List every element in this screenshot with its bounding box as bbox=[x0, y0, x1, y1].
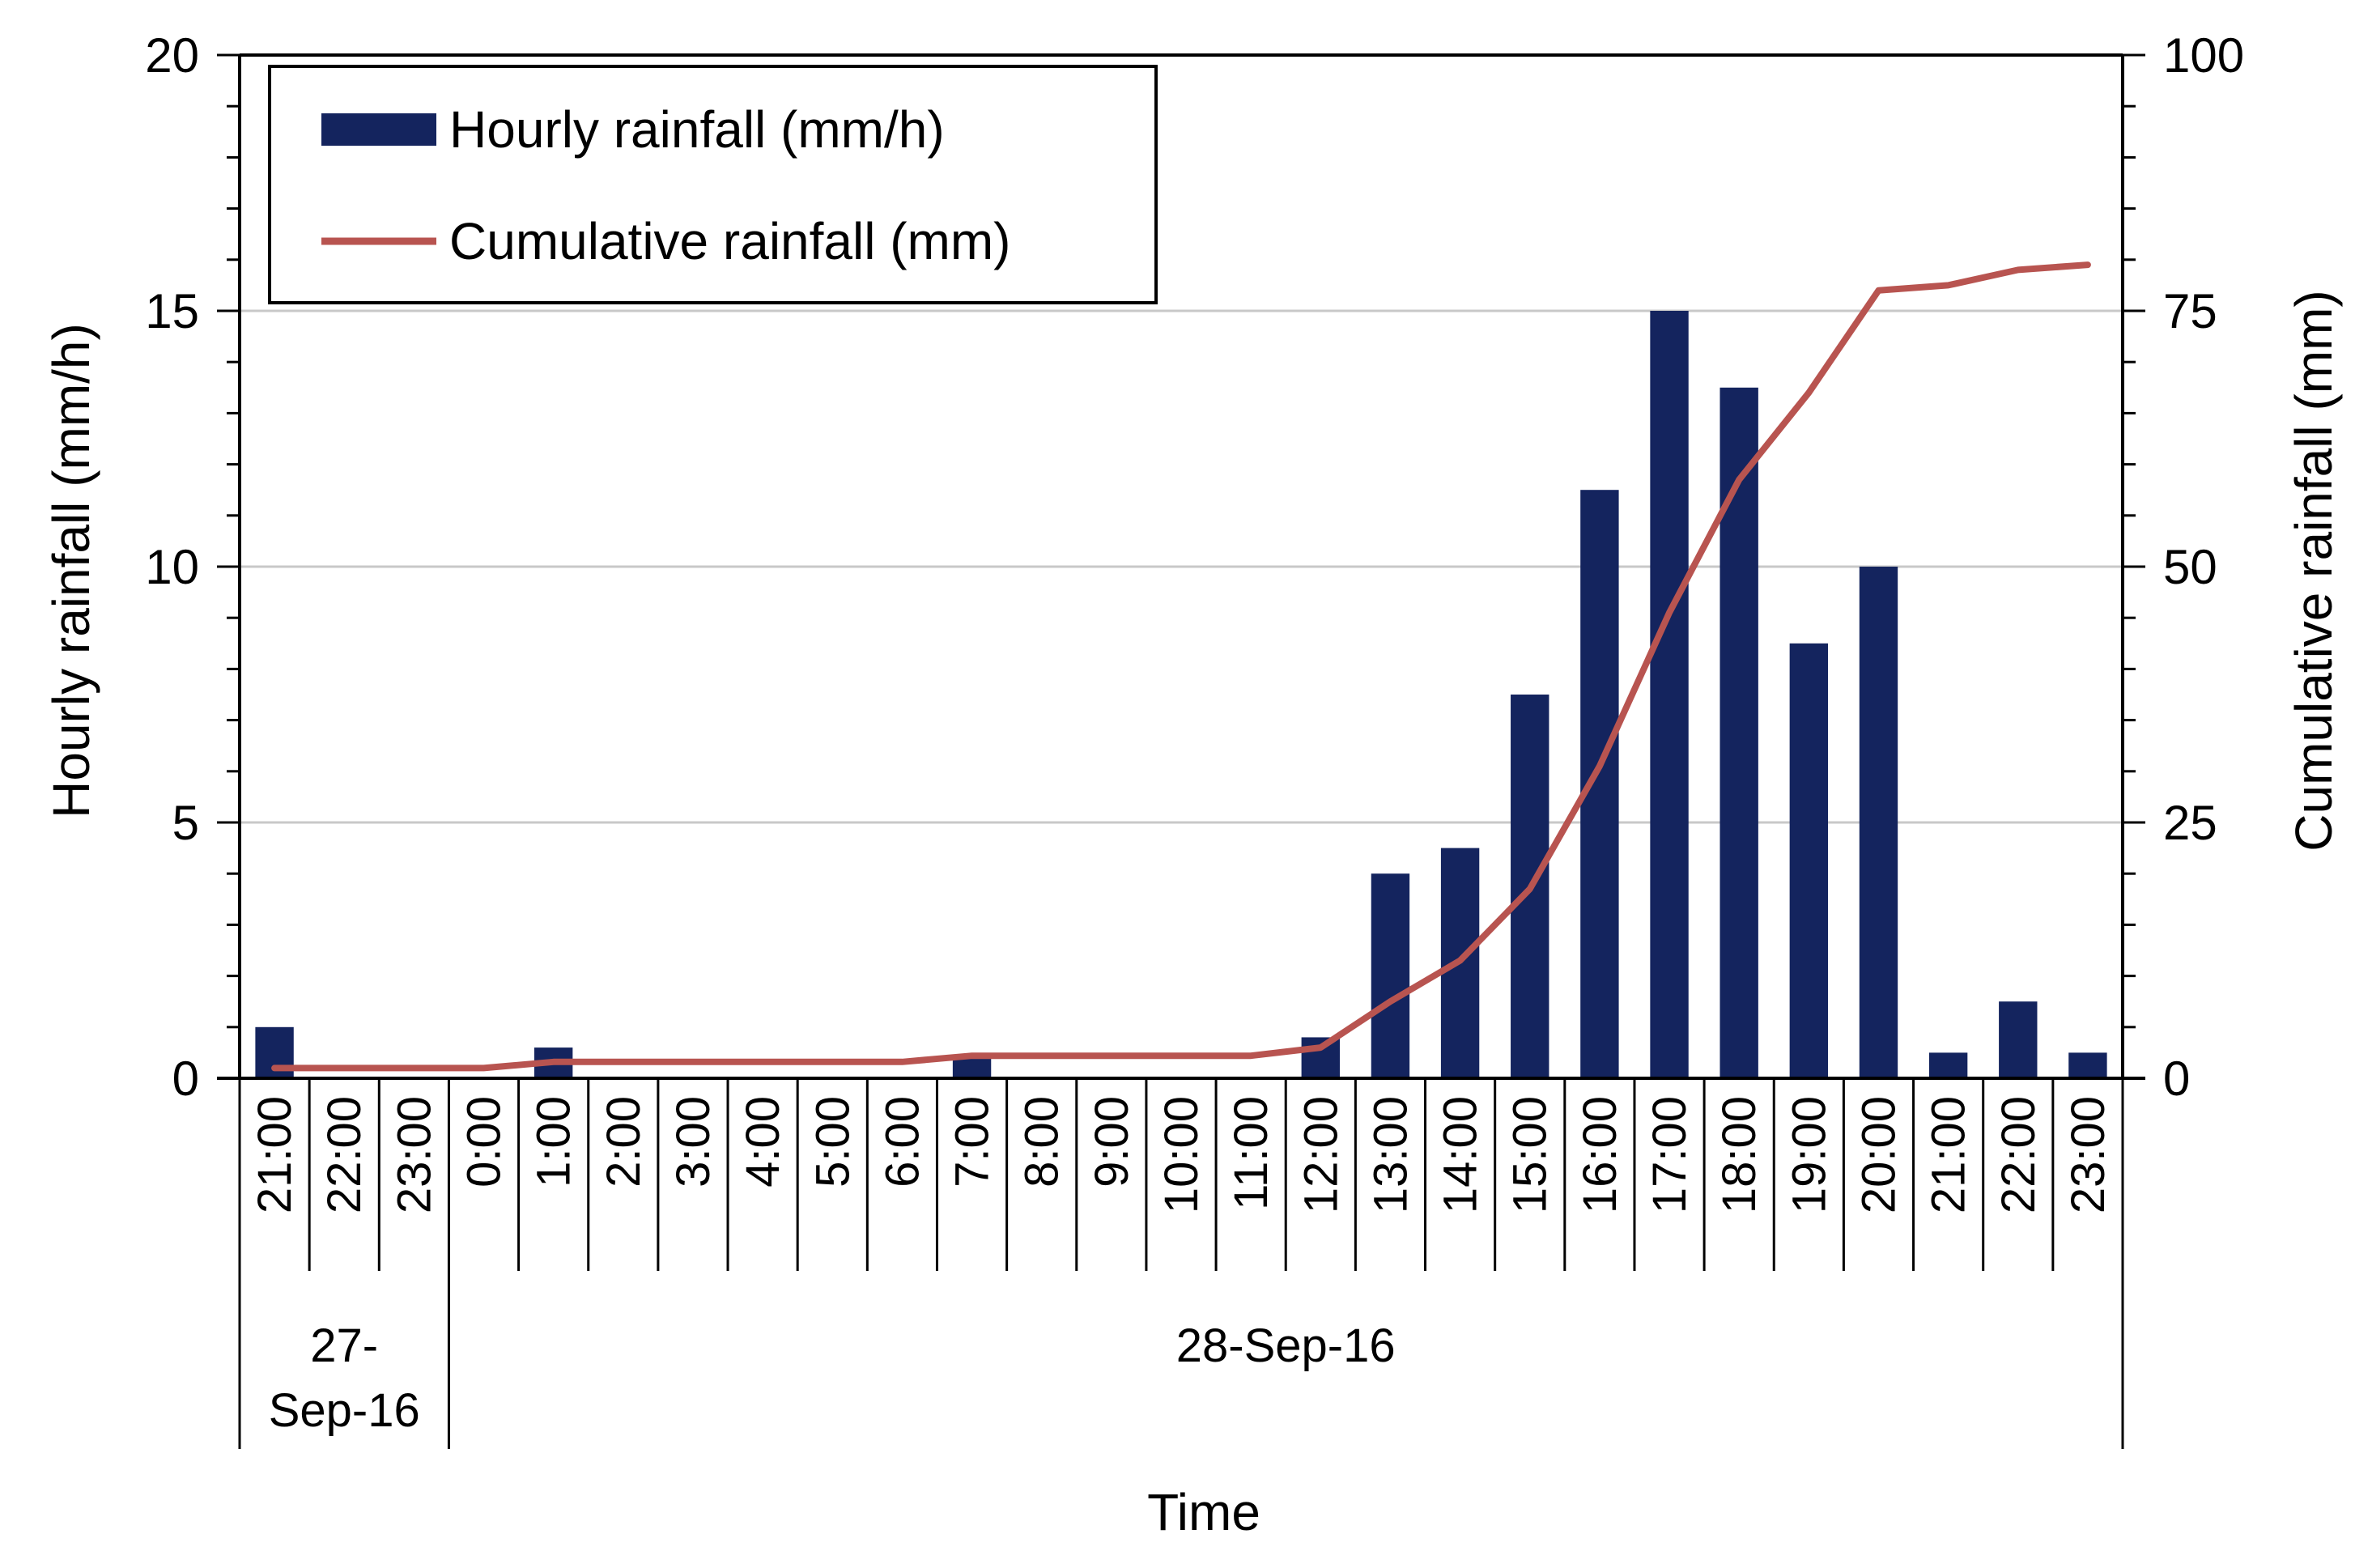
date-group-label: 27- bbox=[310, 1319, 378, 1372]
category-label: 22:00 bbox=[1992, 1096, 2045, 1213]
category-label: 3:00 bbox=[667, 1096, 720, 1188]
category-label: 23:00 bbox=[388, 1096, 440, 1213]
category-label: 6:00 bbox=[876, 1096, 929, 1188]
bar-20 bbox=[1650, 311, 1689, 1078]
bar-16 bbox=[1371, 873, 1410, 1078]
x-axis-title: Time bbox=[1147, 1483, 1260, 1541]
left-tick-label: 5 bbox=[172, 796, 199, 850]
bar-26 bbox=[2068, 1052, 2107, 1078]
axes: 0 5 10 15 20 0 25 50 75 100 bbox=[145, 28, 2244, 1106]
category-label: 16:00 bbox=[1574, 1096, 1626, 1213]
category-label: 13:00 bbox=[1364, 1096, 1417, 1213]
category-label: 14:00 bbox=[1435, 1096, 1487, 1213]
category-label: 4:00 bbox=[737, 1096, 789, 1188]
bar-23 bbox=[1859, 567, 1898, 1078]
bar-15 bbox=[1301, 1037, 1340, 1078]
category-label: 18:00 bbox=[1713, 1096, 1766, 1213]
date-group-label: 28-Sep-16 bbox=[1176, 1319, 1396, 1372]
category-label: 20:00 bbox=[1853, 1096, 1906, 1213]
legend-bar-label: Hourly rainfall (mm/h) bbox=[449, 100, 945, 159]
legend-line-label: Cumulative rainfall (mm) bbox=[449, 212, 1010, 270]
category-label: 0:00 bbox=[458, 1096, 511, 1188]
category-label: 12:00 bbox=[1294, 1096, 1347, 1213]
date-group-label-line2: Sep-16 bbox=[269, 1384, 420, 1437]
left-y-axis-title: Hourly rainfall (mm/h) bbox=[42, 323, 100, 818]
bar-10 bbox=[952, 1057, 992, 1078]
category-label: 8:00 bbox=[1016, 1096, 1069, 1188]
bar-22 bbox=[1789, 643, 1829, 1078]
category-label: 21:00 bbox=[249, 1096, 301, 1213]
category-label: 22:00 bbox=[318, 1096, 371, 1213]
cumulative-line bbox=[271, 261, 2091, 1072]
left-tick-label: 20 bbox=[145, 28, 199, 83]
left-tick-label: 15 bbox=[145, 284, 199, 338]
right-tick-label: 75 bbox=[2163, 284, 2217, 338]
category-label: 23:00 bbox=[2062, 1096, 2115, 1213]
right-tick-label: 0 bbox=[2163, 1052, 2190, 1106]
bar-24 bbox=[1928, 1052, 1968, 1078]
left-tick-label: 10 bbox=[145, 540, 199, 594]
category-label: 5:00 bbox=[806, 1096, 859, 1188]
category-label: 2:00 bbox=[597, 1096, 650, 1188]
right-tick-label: 50 bbox=[2163, 540, 2217, 594]
category-label: 11:00 bbox=[1225, 1096, 1277, 1210]
bar-25 bbox=[1999, 1001, 2038, 1078]
right-tick-label: 25 bbox=[2163, 796, 2217, 850]
category-label: 19:00 bbox=[1783, 1096, 1835, 1213]
category-label: 9:00 bbox=[1086, 1096, 1138, 1188]
legend: Hourly rainfall (mm/h) Cumulative rainfa… bbox=[268, 65, 1158, 304]
legend-bar-swatch bbox=[321, 113, 436, 146]
category-label: 21:00 bbox=[1923, 1096, 1975, 1213]
category-axis: 21:00 22:00 23:00 0:00 1:00 2:00 3:00 4:00 5:00 6… bbox=[238, 1078, 2124, 1449]
category-label: 15:00 bbox=[1504, 1096, 1557, 1213]
legend-box bbox=[268, 65, 1158, 304]
category-label: 1:00 bbox=[528, 1096, 580, 1188]
category-label: 7:00 bbox=[946, 1096, 999, 1188]
right-y-axis-title: Cumulative rainfall (mm) bbox=[2285, 290, 2343, 851]
left-tick-label: 0 bbox=[172, 1052, 199, 1106]
bar-21 bbox=[1719, 387, 1758, 1078]
category-label: 10:00 bbox=[1155, 1096, 1208, 1213]
category-label: 17:00 bbox=[1643, 1096, 1696, 1213]
line-series bbox=[271, 261, 2091, 1072]
right-tick-label: 100 bbox=[2163, 28, 2244, 83]
